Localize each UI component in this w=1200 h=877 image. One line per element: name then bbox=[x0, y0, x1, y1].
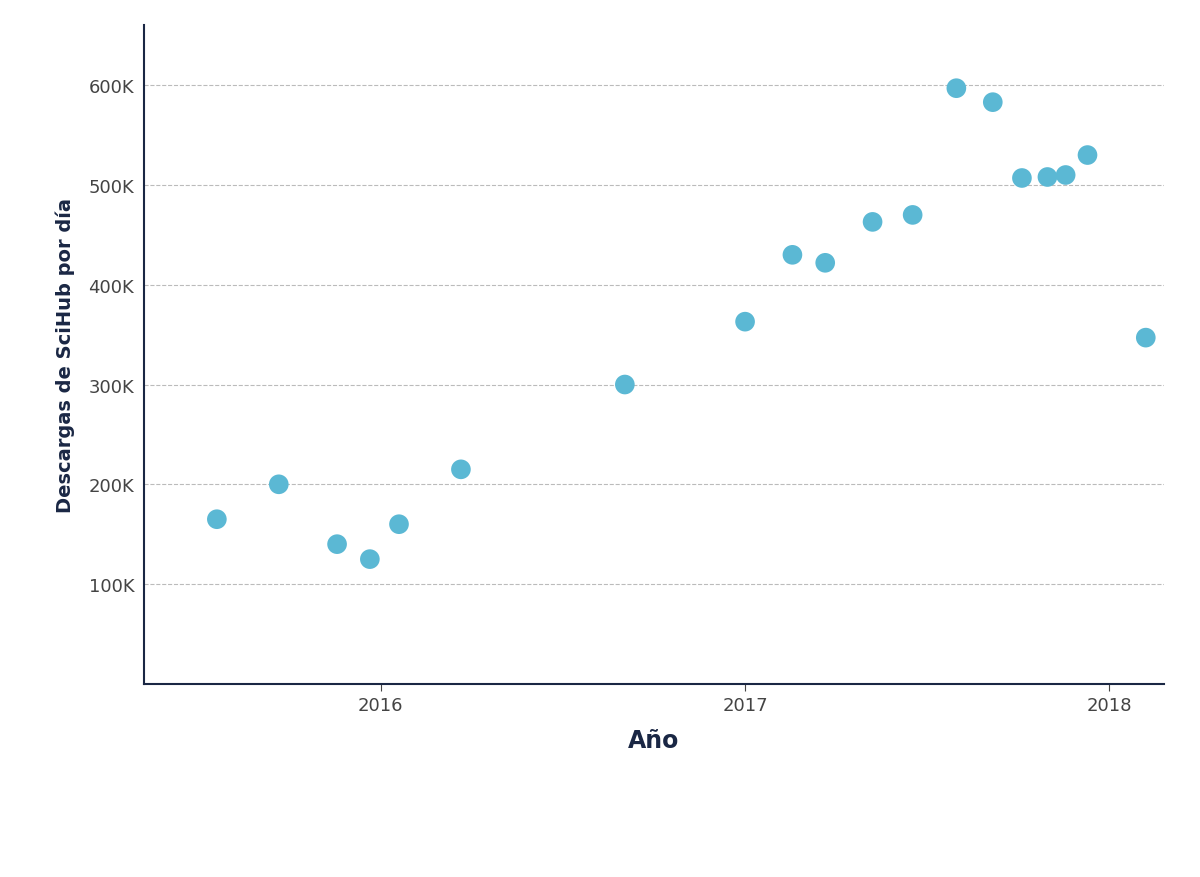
Y-axis label: Descargas de SciHub por día: Descargas de SciHub por día bbox=[55, 198, 74, 512]
Point bbox=[1013, 172, 1032, 186]
Point bbox=[782, 248, 802, 262]
Point bbox=[1136, 332, 1156, 346]
Point bbox=[736, 316, 755, 330]
Point bbox=[983, 96, 1002, 111]
Point bbox=[208, 512, 227, 526]
Point bbox=[616, 378, 635, 392]
Point bbox=[389, 517, 408, 531]
Point bbox=[904, 209, 923, 223]
Point bbox=[863, 216, 882, 230]
Point bbox=[269, 478, 288, 492]
Point bbox=[360, 553, 379, 567]
Point bbox=[816, 256, 835, 270]
Point bbox=[1038, 171, 1057, 185]
X-axis label: Año: Año bbox=[629, 728, 679, 752]
Point bbox=[1056, 168, 1075, 182]
Point bbox=[328, 538, 347, 552]
Point bbox=[451, 463, 470, 477]
Point bbox=[947, 82, 966, 96]
Point bbox=[1078, 149, 1097, 163]
